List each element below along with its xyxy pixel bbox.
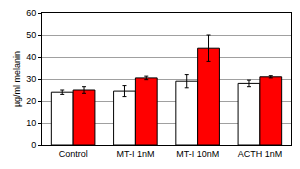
svg-text:MT-I 10nM: MT-I 10nM xyxy=(176,149,219,159)
svg-text:0: 0 xyxy=(31,140,36,150)
svg-text:60: 60 xyxy=(26,8,36,18)
svg-text:MT-I 1nM: MT-I 1nM xyxy=(116,149,154,159)
svg-text:ACTH 1nM: ACTH 1nM xyxy=(238,149,283,159)
svg-text:20: 20 xyxy=(26,96,36,106)
svg-text:10: 10 xyxy=(26,118,36,128)
svg-text:Control: Control xyxy=(59,149,88,159)
svg-text:µg/ml melanin: µg/ml melanin xyxy=(12,51,22,107)
svg-text:40: 40 xyxy=(26,52,36,62)
svg-text:30: 30 xyxy=(26,74,36,84)
svg-text:50: 50 xyxy=(26,30,36,40)
